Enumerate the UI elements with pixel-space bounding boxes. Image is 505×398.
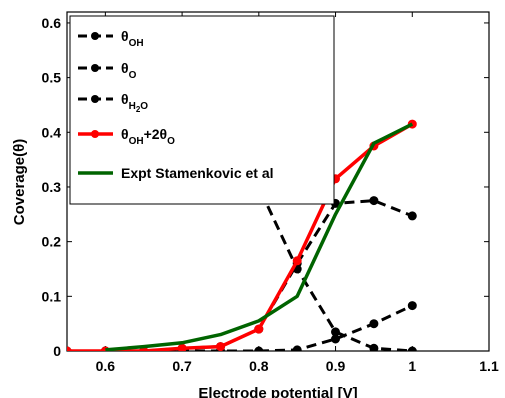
data-point-o: [292, 345, 302, 351]
series-line-oh-2-o: [67, 122, 414, 351]
data-point-oh-2-o: [216, 342, 225, 351]
x-axis-label: Electrode potential [V]: [198, 385, 357, 398]
data-point-o: [254, 346, 264, 351]
data-point-o: [369, 319, 379, 329]
data-point-oh-2-o: [254, 324, 264, 334]
legend-marker-oh-2-o: [91, 130, 99, 138]
series-line-o: [67, 304, 413, 351]
x-tick-label: 0.7: [172, 358, 192, 374]
data-point-oh-2-o: [67, 346, 72, 351]
y-tick-label: 0.4: [42, 124, 62, 140]
y-tick-label: 0.1: [42, 288, 62, 304]
data-point-h2o: [369, 343, 379, 351]
y-tick-label: 0: [53, 343, 61, 359]
legend-marker-o: [91, 64, 99, 72]
legend-box: [69, 15, 335, 205]
series-line-h2o: [176, 12, 413, 351]
axes: 0.6 0.7 0.8 0.9 1 1.1 0 0.1 0.2 0.3 0.4 0.5 0.6: [42, 12, 499, 374]
data-point-h2o: [331, 327, 340, 337]
legend-lines: [78, 32, 113, 175]
data-point-oh: [407, 211, 417, 221]
y-axis-label: Coverage(θ): [11, 139, 28, 225]
x-tick-label: 0.9: [326, 358, 346, 374]
x-tick-label: 0.6: [96, 358, 116, 374]
y-tick-label: 0.5: [42, 70, 62, 86]
legend-entry-theta-oh: θOH: [121, 28, 144, 49]
legend-entry-theta-o: θO: [121, 60, 137, 81]
series-line-expt-stamenkovic-et-al: [105, 122, 414, 351]
data-point-h2o: [407, 346, 417, 351]
y-tick-label: 0.3: [42, 179, 62, 195]
data-point-oh: [369, 196, 379, 206]
legend-entry-theta-oh-plus-2-theta-o: θOH+2θO: [121, 126, 175, 147]
y-tick-label: 0.6: [42, 15, 62, 31]
x-tick-label: 0.8: [249, 358, 269, 374]
x-tick-label: 1.1: [479, 358, 499, 374]
data-point-oh-2-o: [292, 256, 302, 266]
x-tick-label: 1: [408, 358, 416, 374]
y-tick-label: 0.2: [42, 234, 62, 250]
legend-marker-oh: [91, 32, 99, 40]
legend-entry-expt-stamenkovic: Expt Stamenkovic et al: [121, 165, 274, 181]
legend-entry-theta-h2o: θH2O: [121, 91, 148, 114]
data-point-o: [407, 301, 417, 311]
legend: θOH θO θH2O θOH+2θO Expt Stamenkovic et …: [69, 15, 335, 205]
legend-marker-h2o: [91, 95, 99, 103]
